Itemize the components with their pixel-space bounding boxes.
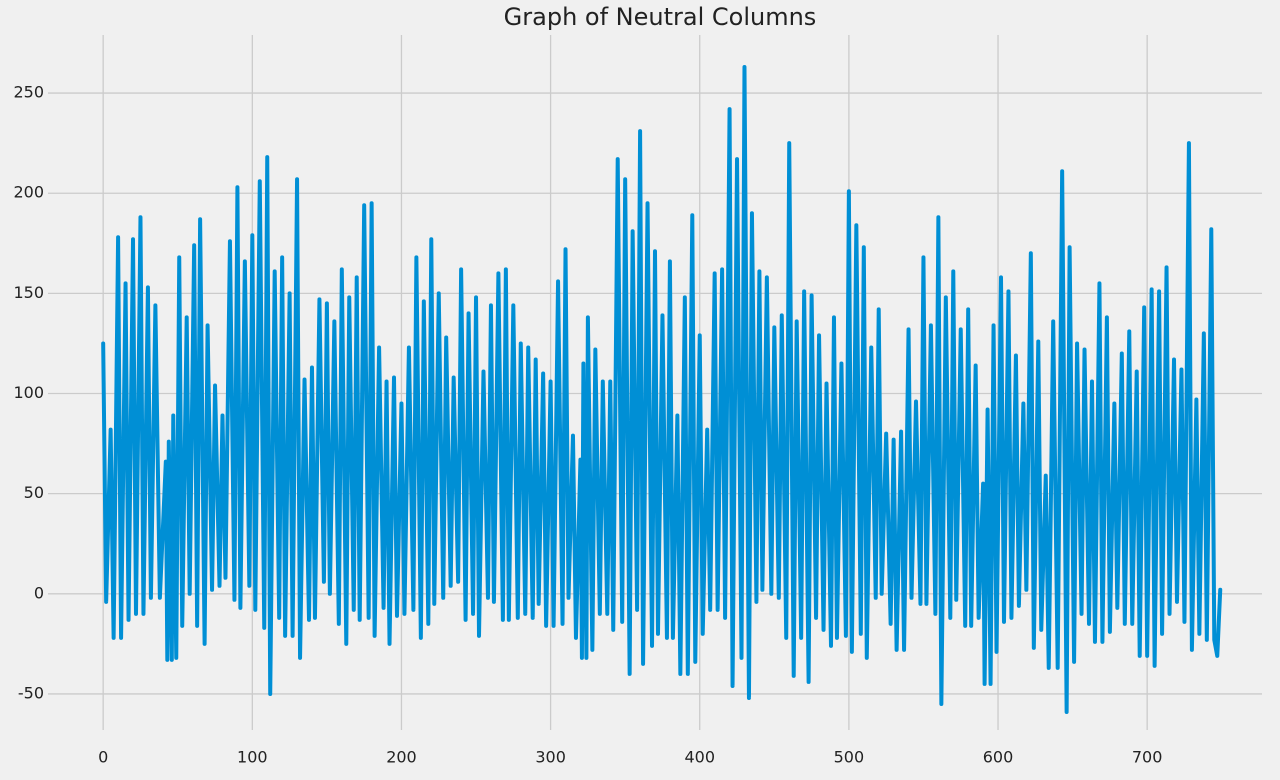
x-tick-label: 200	[386, 748, 417, 767]
y-tick-label: 150	[13, 283, 44, 302]
y-tick-label: 100	[13, 383, 44, 402]
y-tick-label: 0	[34, 583, 44, 602]
x-tick-label: 300	[535, 748, 566, 767]
y-tick-label: 50	[24, 483, 44, 502]
x-tick-label: 100	[237, 748, 268, 767]
line	[101, 65, 1223, 714]
x-tick-label: 500	[834, 748, 865, 767]
x-tick-label: 700	[1132, 748, 1163, 767]
y-tick-label: -50	[18, 683, 44, 702]
x-tick-label: 400	[684, 748, 715, 767]
chart-title: Graph of Neutral Columns	[504, 3, 817, 31]
x-tick-label: 0	[98, 748, 108, 767]
y-tick-label: 250	[13, 83, 44, 102]
x-tick-label: 600	[983, 748, 1014, 767]
y-tick-label: 200	[13, 183, 44, 202]
